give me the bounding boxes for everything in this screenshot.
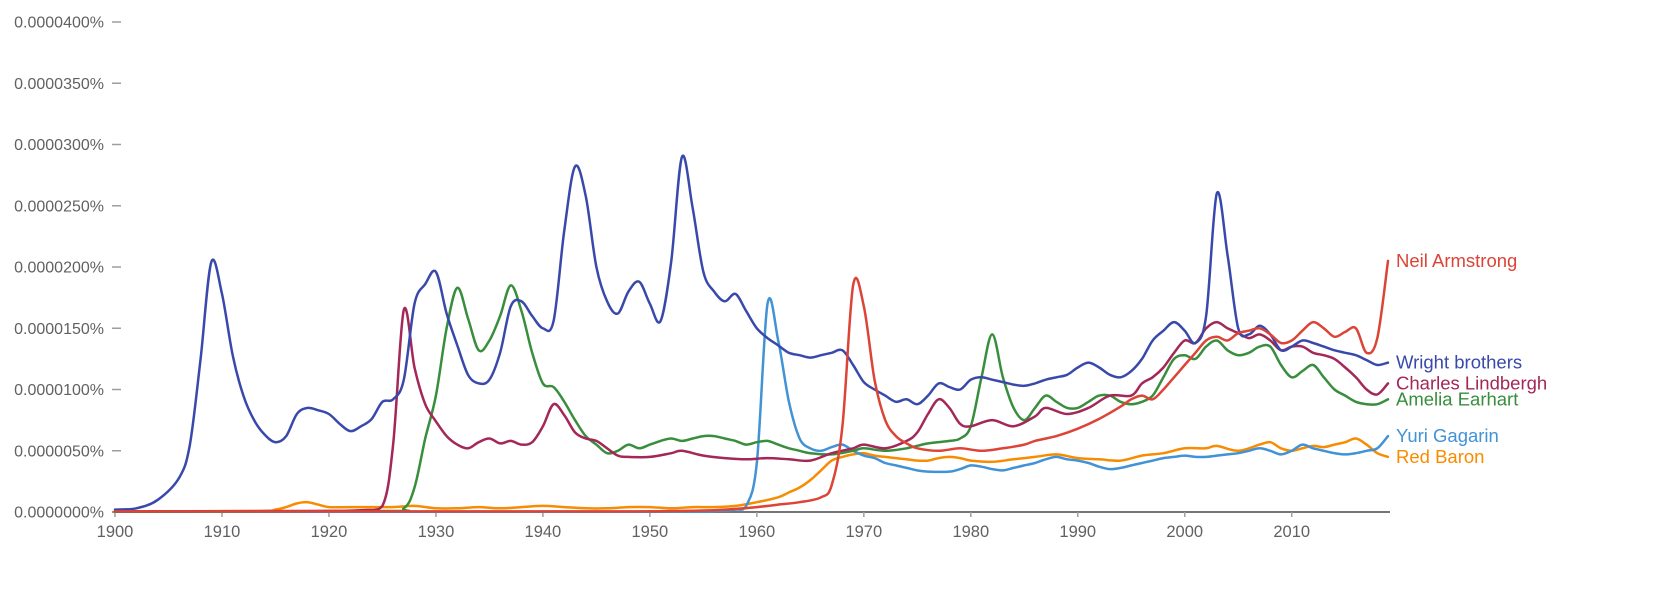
series-label-amelia-earhart[interactable]: Amelia Earhart	[1396, 388, 1518, 409]
series-label-red-baron[interactable]: Red Baron	[1396, 446, 1484, 467]
series-line-red-baron[interactable]	[113, 437, 1390, 513]
x-tick-label: 1960	[738, 523, 775, 541]
series-label-neil-armstrong[interactable]: Neil Armstrong	[1396, 250, 1517, 271]
series-label-charles-lindbergh[interactable]: Charles Lindbergh	[1396, 372, 1547, 393]
series-label-wright-brothers[interactable]: Wright brothers	[1396, 352, 1522, 373]
y-tick-label: 0.0000150%	[14, 321, 104, 338]
series-line-wright-brothers[interactable]	[113, 154, 1390, 511]
y-tick-label: 0.0000300%	[14, 137, 104, 154]
x-tick-label: 1910	[204, 523, 241, 541]
x-tick-label: 1900	[97, 523, 134, 541]
x-tick-label: 1930	[418, 523, 455, 541]
y-tick-label: 0.0000200%	[14, 260, 104, 277]
y-tick-label: 0.0000350%	[14, 76, 104, 93]
series-line-charles-lindbergh[interactable]	[113, 306, 1390, 513]
series-label-yuri-gagarin[interactable]: Yuri Gagarin	[1396, 425, 1499, 446]
y-tick-label: 0.0000050%	[14, 443, 104, 460]
y-tick-label: 0.0000250%	[14, 198, 104, 215]
x-tick-label: 1950	[632, 523, 669, 541]
series-line-neil-armstrong[interactable]	[113, 259, 1390, 513]
x-tick-label: 1970	[845, 523, 882, 541]
y-tick-label: 0.0000100%	[14, 382, 104, 399]
x-tick-label: 1990	[1059, 523, 1096, 541]
y-tick-label: 0.0000400%	[14, 15, 104, 32]
y-tick-label: 0.0000000%	[14, 505, 104, 522]
series-line-amelia-earhart[interactable]	[113, 284, 1390, 513]
x-tick-label: 1980	[952, 523, 989, 541]
x-tick-label: 1940	[525, 523, 562, 541]
x-tick-label: 2000	[1166, 523, 1203, 541]
x-tick-label: 1920	[311, 523, 348, 541]
x-tick-label: 2010	[1273, 523, 1310, 541]
series-line-yuri-gagarin[interactable]	[113, 297, 1390, 514]
